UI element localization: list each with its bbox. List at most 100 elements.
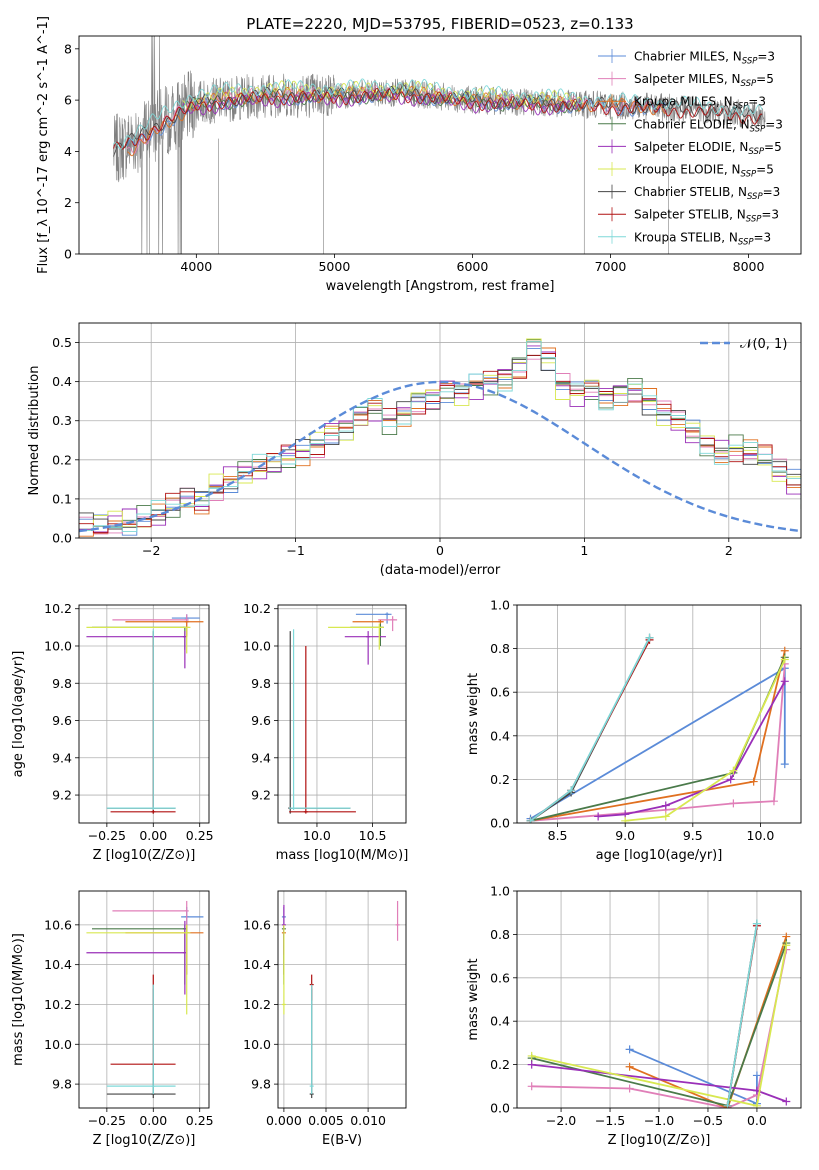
y-tick-label: 4 [64, 144, 72, 159]
plot-ebv_mass: 0.000 0.005 0.010 9.8 10.0 10.2 10.4 10.6 E(B-V) [243, 890, 407, 1148]
weight-marker [661, 812, 670, 821]
y-axis-label: age [log10(age/yr)] [11, 651, 26, 778]
y-tick-label: 10.2 [243, 601, 271, 616]
x-tick-label: 0.005 [308, 1113, 344, 1128]
x-tick-label: −1 [286, 543, 304, 558]
x-tick-label: 7000 [595, 259, 627, 274]
plot-area [281, 900, 400, 1099]
weight-marker [752, 919, 761, 928]
plot-Z_age: −0.25 0.00 0.25 9.2 9.4 9.6 9.8 10.0 10.2 Z [log1… [11, 601, 214, 863]
weight-marker [780, 677, 789, 686]
plot-Z_mass: −0.25 0.00 0.25 9.8 10.0 10.2 10.4 10.6 Z [log10… [11, 890, 214, 1148]
weight-marker [661, 801, 670, 810]
x-tick-label: 0 [436, 543, 444, 558]
axes-frame [78, 890, 210, 1109]
x-tick-label: 0.000 [266, 1113, 302, 1128]
y-tick-label: 0.4 [490, 1014, 510, 1029]
y-tick-label: 10.6 [243, 917, 271, 932]
weight-marker [769, 797, 778, 806]
legend-label: Salpeter STELIB, NSSP=3 [634, 208, 779, 225]
y-tick-label: 0.2 [52, 452, 72, 467]
y-tick-label: 0.4 [52, 374, 72, 389]
x-tick-label: 10.0 [747, 828, 775, 843]
x-tick-label: −1.0 [644, 1113, 674, 1128]
y-tick-label: 0.8 [490, 641, 510, 656]
x-axis-label: Z [log10(Z/Z⊙)] [93, 848, 196, 863]
y-tick-label: 9.4 [52, 750, 72, 765]
normal-curve [79, 380, 801, 533]
plot-area [113, 36, 766, 254]
weight-line [726, 923, 758, 1106]
y-tick-label: 10.4 [243, 957, 271, 972]
y-tick-label: 9.4 [251, 750, 271, 765]
legend-label: Kroupa STELIB, NSSP=3 [634, 230, 771, 247]
legend-label: Salpeter ELODIE, NSSP=5 [634, 140, 782, 157]
weight-marker [527, 1082, 536, 1091]
y-tick-label: 10.0 [243, 1037, 271, 1052]
y-axis-label: Flux [f_λ 10^-17 erg cm^-2 s^-1 A^-1] [36, 16, 51, 274]
weight-line [598, 680, 786, 818]
y-tick-label: 10.2 [44, 601, 72, 616]
x-tick-label: 8.5 [548, 828, 568, 843]
axes-frame [277, 890, 407, 1109]
plot-residuals: −2 −1 0 1 2 0.0 0.1 0.2 0.3 0.4 0.5 (data-model)/er… [27, 322, 802, 578]
x-tick-label: −1.5 [595, 1113, 625, 1128]
y-tick-label: 9.8 [52, 1077, 72, 1092]
y-axis-label: Normed distribution [27, 366, 42, 496]
x-tick-label: 4000 [180, 259, 212, 274]
weight-marker [625, 1062, 634, 1071]
x-axis-label: (data-model)/error [380, 563, 501, 578]
weight-marker [752, 1101, 761, 1108]
weight-marker [752, 1071, 761, 1080]
x-tick-label: 8000 [733, 259, 765, 274]
y-tick-label: 0.0 [490, 816, 510, 831]
x-tick-label: 2 [725, 543, 733, 558]
weight-marker [782, 1097, 791, 1106]
y-tick-label: 0.2 [490, 772, 510, 787]
y-tick-label: 10.2 [243, 997, 271, 1012]
y-tick-label: 9.2 [251, 788, 271, 803]
figure-title: PLATE=2220, MJD=53795, FIBERID=0523, z=0… [246, 15, 633, 33]
weight-marker [527, 1060, 536, 1069]
x-tick-label: −0.25 [88, 828, 126, 843]
y-tick-label: 10.6 [44, 917, 72, 932]
x-tick-label: 6000 [457, 259, 489, 274]
x-axis-label: E(B-V) [322, 1133, 362, 1148]
y-tick-label: 0 [64, 247, 72, 262]
weight-marker [621, 816, 630, 823]
x-tick-label: −0.25 [88, 1113, 126, 1128]
y-axis-label: mass weight [466, 673, 481, 755]
plot-area [288, 612, 398, 814]
weight-marker [729, 766, 738, 775]
x-tick-label: −0.5 [693, 1113, 723, 1128]
y-tick-label: 9.6 [251, 713, 271, 728]
weight-marker [780, 760, 789, 769]
histogram-salpeter-miles [79, 356, 801, 535]
weight-marker [567, 786, 576, 795]
plot-spectrum: 4000 5000 6000 7000 8000 0 2 4 6 8 wavelength [Ang… [36, 16, 802, 294]
axes-frame [78, 604, 210, 824]
y-tick-label: 0.8 [490, 927, 510, 942]
plot-mass_age: 10.0 10.5 9.2 9.4 9.6 9.8 10.0 10.2 mass [log10(… [243, 601, 408, 863]
weight-line [531, 949, 788, 1108]
weight-marker [594, 812, 603, 821]
axes-frame [277, 604, 407, 824]
plot-area [526, 633, 789, 823]
x-tick-label: 0.00 [139, 1113, 167, 1128]
plot-area [527, 919, 791, 1108]
x-axis-label: Z [log10(Z/Z⊙)] [608, 1133, 711, 1148]
axes-frame [78, 35, 802, 255]
y-tick-label: 9.6 [52, 713, 72, 728]
observed-spectrum [113, 36, 766, 254]
weight-line [625, 659, 786, 822]
axes-frame [516, 890, 802, 1109]
legend-label: 𝒩(0, 1) [740, 337, 787, 352]
y-axis-label: mass [log10(M/M⊙)] [11, 933, 26, 1066]
weight-marker [726, 775, 735, 784]
y-axis-label: mass weight [466, 958, 481, 1040]
y-tick-label: 6 [64, 93, 72, 108]
y-tick-label: 9.8 [251, 1077, 271, 1092]
x-tick-label: 10.0 [303, 828, 331, 843]
model-line [113, 84, 763, 157]
y-tick-label: 0.2 [490, 1057, 510, 1072]
